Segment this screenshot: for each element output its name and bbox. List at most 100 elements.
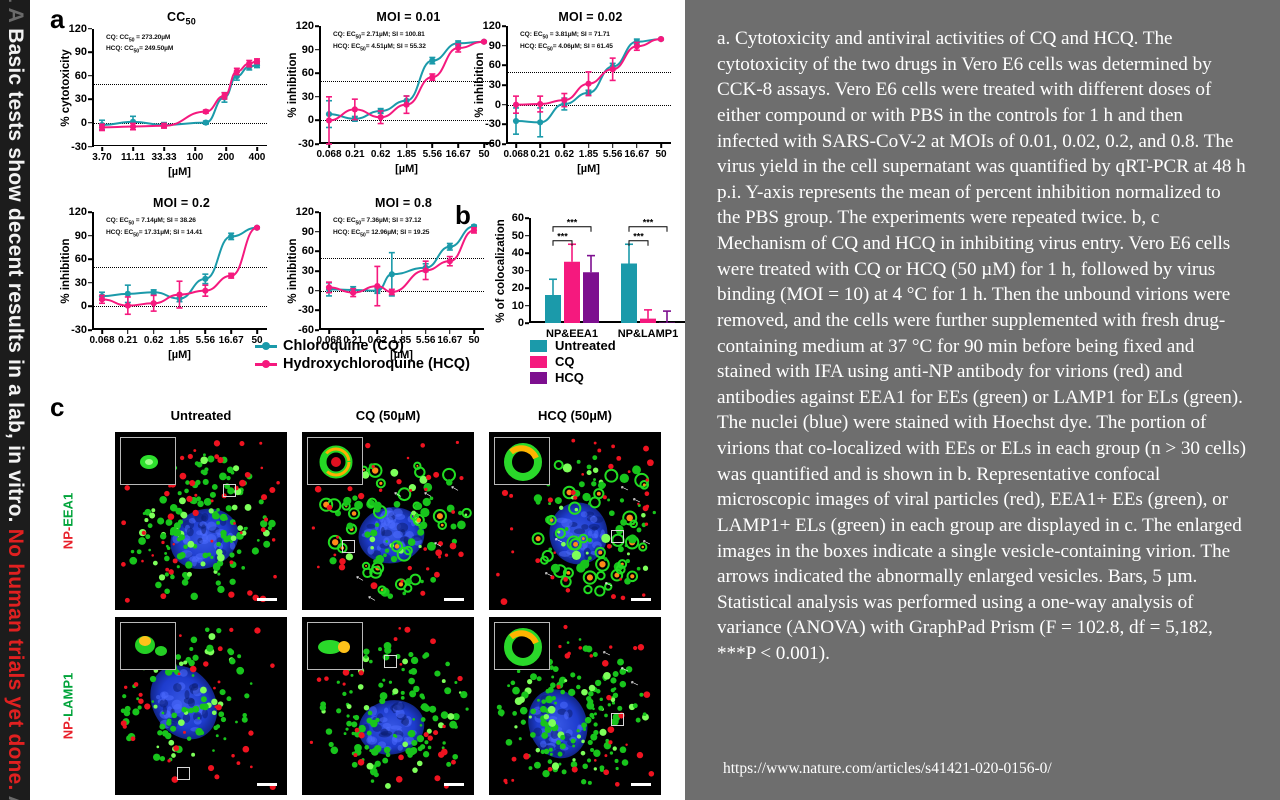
data-point [202, 119, 209, 126]
red-virion [433, 471, 440, 478]
red-virion [547, 766, 553, 772]
green-vesicle [183, 544, 188, 549]
red-virion [565, 588, 571, 593]
green-vesicle [420, 507, 430, 518]
red-virion [458, 551, 464, 558]
red-virion [213, 440, 221, 447]
green-vesicle [551, 675, 555, 679]
colocalized-virion [566, 489, 573, 496]
nucleus-texture [556, 517, 568, 523]
green-vesicle [211, 710, 217, 716]
green-vesicle [230, 470, 235, 475]
x-tick-mark [101, 146, 103, 151]
nucleus-texture [196, 557, 203, 563]
green-vesicle [585, 551, 589, 555]
red-virion [189, 480, 196, 487]
data-point [253, 57, 261, 64]
y-tick-mark [502, 64, 506, 67]
annotation-gutter: S L A Basic tests show decent results in… [0, 0, 30, 800]
nucleus-texture [573, 528, 586, 535]
red-virion [173, 745, 180, 752]
x-tick-mark [539, 144, 541, 148]
green-vesicle [171, 712, 178, 719]
colocalized-virion [416, 517, 422, 523]
y-tick-mark [88, 74, 92, 77]
green-vesicle [190, 636, 198, 644]
red-virion [122, 724, 127, 729]
panel-b-x-axis [529, 321, 699, 323]
green-vesicle [592, 455, 598, 461]
colocalized-virion [436, 513, 443, 520]
green-vesicle [351, 721, 358, 728]
chart-title: MOI = 0.02 [558, 10, 623, 24]
red-virion [229, 627, 234, 633]
green-vesicle [510, 680, 516, 686]
row-label-dash: - [60, 716, 76, 722]
red-virion [648, 770, 655, 777]
green-vesicle [429, 496, 434, 501]
green-vesicle [542, 769, 550, 778]
green-vesicle [215, 734, 219, 738]
panel-b-bar-chart: % of colocalization 0 10 20 30 40 50 60 *** *** **… [485, 212, 699, 340]
green-vesicle [194, 461, 200, 466]
x-tick-mark [225, 146, 227, 151]
panel-c-row-label: NP-EEA1 [61, 493, 76, 549]
green-vesicle [392, 733, 397, 738]
x-tick-label: 1.85 [391, 335, 412, 346]
inset-canvas [504, 443, 542, 481]
green-vesicle [576, 675, 582, 680]
green-vesicle [610, 677, 617, 684]
red-virion [643, 445, 649, 452]
green-vesicle [544, 726, 552, 733]
y-tick-label: 90 [74, 46, 87, 59]
caption-text: a. Cytotoxicity and antiviral activities… [717, 28, 1246, 664]
green-vesicle [505, 738, 513, 746]
chart-annotation: CQ: EC50 = 7.14µM; SI = 38.26 HCQ: EC50= … [106, 217, 203, 239]
nucleus-texture [160, 691, 169, 699]
green-vesicle-ring [594, 546, 606, 559]
x-tick-mark [354, 144, 356, 148]
green-vesicle [530, 708, 537, 715]
green-vesicle-ring [578, 533, 589, 544]
green-vesicle [564, 527, 569, 531]
red-virion [396, 478, 402, 485]
red-virion [324, 676, 329, 681]
chart-title: CC50 [167, 10, 196, 27]
y-tick-label: -60 [485, 138, 501, 150]
green-vesicle [147, 523, 153, 529]
green-vesicle [385, 540, 389, 543]
green-vesicle-ring [562, 567, 574, 579]
x-tick-mark [127, 330, 129, 334]
y-tick-label: 90 [301, 43, 314, 56]
green-vesicle [417, 528, 425, 536]
chart-cc50: CC50 % cytotoxicity -30 0 30 60 90 120 3.70 11.11… [48, 10, 271, 178]
green-vesicle [156, 745, 160, 749]
green-vesicle [212, 563, 221, 571]
green-vesicle [164, 588, 170, 595]
green-vesicle [442, 741, 446, 745]
red-virion [171, 776, 179, 783]
green-vesicle [612, 713, 621, 721]
green-vesicle [220, 532, 227, 539]
colocalized-virion [380, 588, 384, 592]
green-vesicle [619, 498, 625, 503]
green-vesicle [596, 689, 601, 694]
green-vesicle [375, 554, 385, 564]
panel-b-y-tick: 30 [511, 264, 524, 277]
data-point [233, 67, 240, 75]
green-vesicle [197, 716, 201, 720]
red-virion [647, 459, 654, 467]
green-vesicle [209, 491, 216, 498]
green-vesicle [558, 762, 562, 766]
green-vesicle [408, 652, 414, 658]
green-vesicle [420, 717, 426, 722]
green-vesicle [343, 502, 348, 507]
y-tick-label: -60 [298, 324, 314, 336]
green-vesicle-ring [412, 514, 425, 527]
y-tick-label: 90 [488, 39, 501, 52]
panel-c-micrograph: → → → [489, 617, 661, 795]
y-tick-mark [88, 145, 92, 148]
roi-box [223, 484, 236, 497]
data-point [150, 300, 157, 307]
green-vesicle [369, 749, 373, 753]
